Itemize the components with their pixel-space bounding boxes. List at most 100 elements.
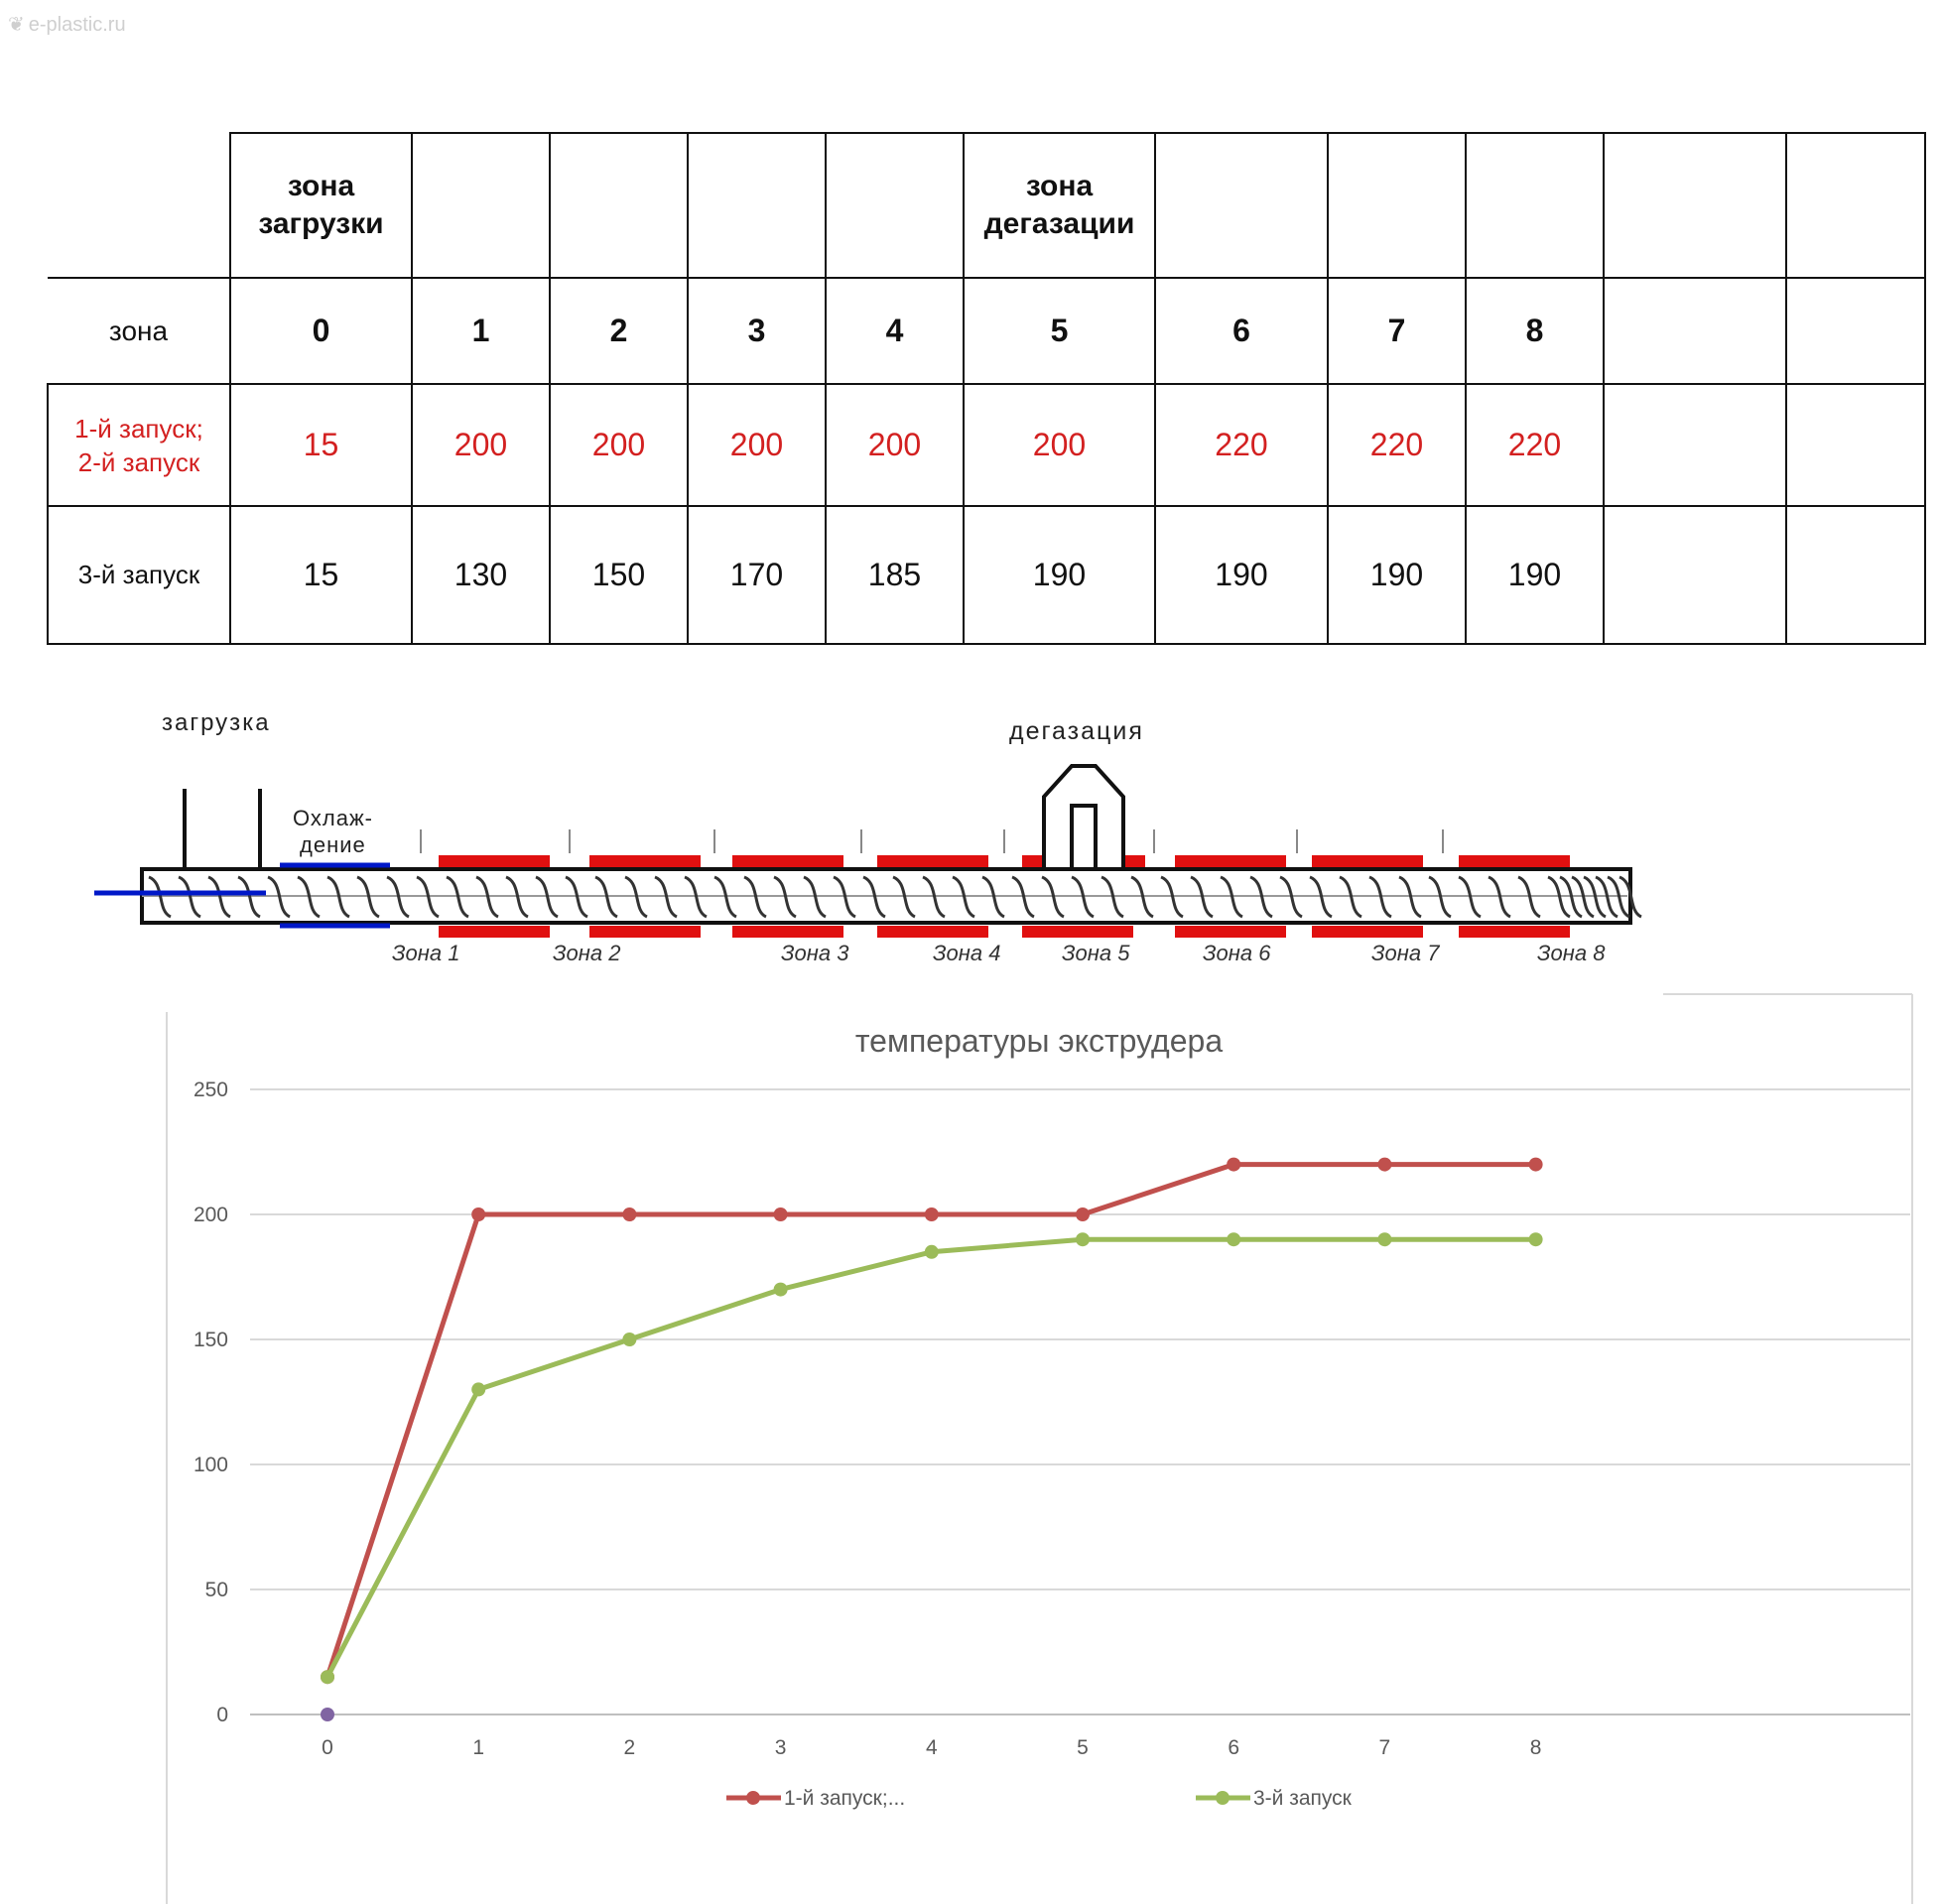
zone-cell: 3 xyxy=(687,277,827,385)
screw-flight xyxy=(1595,875,1618,919)
zone-label: Зона 7 xyxy=(1371,941,1440,965)
data-point xyxy=(1528,1232,1543,1247)
zone-cell: 1 xyxy=(411,277,551,385)
table-cell xyxy=(549,132,689,279)
table-cell xyxy=(687,132,827,279)
table-cell xyxy=(1327,132,1467,279)
heater-band-bottom xyxy=(877,926,988,938)
watermark: ❦ e-plastic.ru xyxy=(8,12,126,37)
y-axis-ticks: 0 50 100 150 200 250 xyxy=(194,1079,228,1726)
value-cell: 200 xyxy=(687,383,827,507)
heater-band-top xyxy=(877,855,988,867)
screw-flight xyxy=(1583,875,1607,919)
screw-flight xyxy=(475,875,499,919)
screw-flight xyxy=(1547,875,1571,919)
screw-flight xyxy=(1571,875,1595,919)
heater-band-top xyxy=(1022,855,1042,867)
screw-flight xyxy=(148,875,172,919)
screw-flight xyxy=(1618,875,1642,919)
chart-gridlines xyxy=(250,1088,1910,1715)
table-cell xyxy=(411,132,551,279)
heater-band-top xyxy=(589,855,701,867)
y-tick-label: 250 xyxy=(194,1079,228,1101)
degassing-label: дегазация xyxy=(1009,717,1144,745)
data-point xyxy=(924,1244,939,1259)
zone-label: Зона 3 xyxy=(781,941,849,965)
heater-band-top xyxy=(732,855,843,867)
zone-label: Зона 5 xyxy=(1062,941,1130,965)
value-cell: 200 xyxy=(411,383,551,507)
screw-flight xyxy=(535,875,559,919)
zone-label: Зона 4 xyxy=(933,941,1000,965)
data-point xyxy=(471,1207,486,1221)
x-tick-label: 6 xyxy=(1228,1736,1239,1759)
legend-marker xyxy=(746,1791,760,1805)
value-cell: 190 xyxy=(1154,505,1329,645)
y-tick-label: 150 xyxy=(194,1329,228,1351)
heater-band-top xyxy=(1125,855,1145,867)
screw-flight xyxy=(386,875,410,919)
screw-icon xyxy=(142,875,1642,919)
value-cell xyxy=(1785,505,1926,645)
group-header-row: зона загрузки зона дегазации xyxy=(48,132,1926,279)
screw-flight xyxy=(773,875,797,919)
data-point xyxy=(321,1708,334,1721)
screw-flight xyxy=(1559,875,1583,919)
screw-flight xyxy=(446,875,469,919)
zone-cell: 6 xyxy=(1154,277,1329,385)
heater-band-top xyxy=(1459,855,1570,867)
heater-band-top xyxy=(1312,855,1423,867)
table-corner xyxy=(48,133,231,279)
screw-flight xyxy=(1160,875,1184,919)
zone-cell: 8 xyxy=(1465,277,1605,385)
screw-flight xyxy=(1071,875,1095,919)
x-tick-label: 1 xyxy=(472,1736,484,1759)
value-cell xyxy=(1603,505,1787,645)
screw-flight xyxy=(237,875,261,919)
screw-flight xyxy=(565,875,588,919)
screw-flight xyxy=(267,875,291,919)
heater-band-top xyxy=(439,855,550,867)
table-cell xyxy=(1785,132,1926,279)
screw-flight xyxy=(1130,875,1154,919)
heater-band-bottom xyxy=(439,926,550,938)
screw-flight xyxy=(416,875,440,919)
y-tick-label: 50 xyxy=(205,1579,228,1601)
screw-flight xyxy=(1309,875,1333,919)
data-point xyxy=(924,1207,939,1221)
heater-band-bottom xyxy=(1022,926,1133,938)
screw-flight xyxy=(1428,875,1452,919)
data-point xyxy=(1377,1157,1392,1172)
zone-temperature-table: зона загрузки зона дегазации зона 0 1 2 … xyxy=(47,132,1926,645)
zone-label: Зона 8 xyxy=(1537,941,1606,965)
row-label-run12-line1: 1-й запуск; xyxy=(74,413,203,444)
screw-flight xyxy=(1100,875,1124,919)
cooling-jacket-icon xyxy=(94,862,390,929)
heater-band-bottom xyxy=(1312,926,1423,938)
table-cell xyxy=(1603,132,1787,279)
series-line xyxy=(324,1236,1536,1679)
screw-flight xyxy=(1279,875,1303,919)
zone-separators xyxy=(420,829,1444,853)
zone-cell xyxy=(1603,277,1787,385)
value-cell: 190 xyxy=(1327,505,1467,645)
x-axis-ticks: 0 1 2 3 4 5 6 7 8 xyxy=(322,1736,1541,1759)
heater-band-bottom xyxy=(732,926,843,938)
value-cell: 220 xyxy=(1465,383,1605,507)
y-tick-label: 100 xyxy=(194,1454,228,1476)
screw-flight xyxy=(803,875,827,919)
zone-labels: Зона 1 Зона 2 Зона 3 Зона 4 Зона 5 Зона 6 Зона… xyxy=(392,941,1606,965)
screw-flight xyxy=(1488,875,1511,919)
heater-band-top xyxy=(1175,855,1286,867)
legend-label: 1-й запуск;... xyxy=(784,1787,905,1810)
screw-flight xyxy=(1368,875,1392,919)
value-cell: 220 xyxy=(1327,383,1467,507)
run12-row: 1-й запуск; 2-й запуск 15 200 200 200 200… xyxy=(47,383,1926,507)
y-tick-label: 0 xyxy=(216,1704,228,1726)
screw-flight xyxy=(178,875,201,919)
zone-cell: 5 xyxy=(963,277,1156,385)
screw-flight xyxy=(1041,875,1065,919)
heater-band-bottom xyxy=(1175,926,1286,938)
x-tick-label: 5 xyxy=(1077,1736,1089,1759)
